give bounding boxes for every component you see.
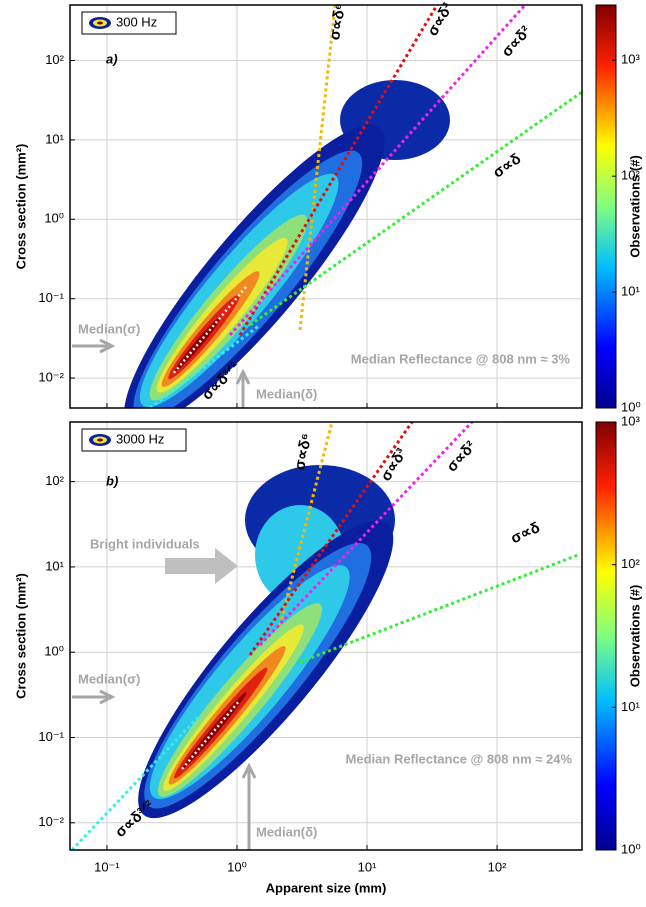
fit-label: σ∝δ² xyxy=(443,438,479,475)
fit-label: σ∝δ xyxy=(490,150,524,181)
panel-label: a) xyxy=(106,51,118,66)
fit-label: σ∝δ xyxy=(508,519,542,547)
y-tick-label: 10⁰ xyxy=(44,211,64,226)
colorbar-tick-label: 10² xyxy=(621,168,640,183)
panel-label: b) xyxy=(106,473,118,488)
y-tick-label: 10² xyxy=(45,473,64,488)
y-tick-label: 10⁰ xyxy=(44,644,64,659)
legend-label: 300 Hz xyxy=(116,14,157,29)
y-tick-label: 10⁻¹ xyxy=(38,290,64,305)
x-tick-label: 10⁻¹ xyxy=(94,859,120,874)
fit-label: σ∝δ⁶ xyxy=(326,2,349,41)
legend-label: 3000 Hz xyxy=(116,431,164,446)
colorbar-tick-label: 10³ xyxy=(621,52,640,67)
colorbar xyxy=(595,4,617,409)
plot-frame xyxy=(69,4,583,409)
fit-label: σ∝δ³ xyxy=(377,445,410,484)
annotation: Median(δ) xyxy=(256,824,317,839)
x-tick-label: 10⁰ xyxy=(227,859,247,874)
colorbar-tick-label: 10¹ xyxy=(621,699,640,714)
colorbar xyxy=(595,421,617,851)
annotation: Median Reflectance @ 808 nm ≈ 3% xyxy=(351,351,571,366)
x-axis-label: Apparent size (mm) xyxy=(266,880,387,895)
annotation: Median(σ) xyxy=(78,321,140,336)
annotation: Median Reflectance @ 808 nm ≈ 24% xyxy=(346,751,573,766)
y-axis-label: Cross section (mm²) xyxy=(13,573,28,699)
y-tick-label: 10⁻² xyxy=(38,814,64,829)
plot-frame xyxy=(69,421,583,851)
y-tick-label: 10² xyxy=(45,52,64,67)
colorbar-tick-label: 10⁰ xyxy=(621,399,641,414)
colorbar-tick-label: 10⁰ xyxy=(621,841,641,856)
colorbar-tick-label: 10² xyxy=(621,556,640,571)
annotation: Bright individuals xyxy=(90,536,200,551)
colorbar-label: Observations (#) xyxy=(627,155,642,258)
density-a xyxy=(124,5,582,408)
colorbar-label: Observations (#) xyxy=(627,585,642,688)
annotations-b: 3000 Hz b) Bright individuals Median(σ) … xyxy=(72,428,573,850)
annotation: Median(σ) xyxy=(78,671,140,686)
colorbar-tick-label: 10³ xyxy=(621,413,640,428)
y-axis-label: Cross section (mm²) xyxy=(13,144,28,270)
annotation: Median(δ) xyxy=(256,386,317,401)
x-tick-label: 10¹ xyxy=(358,859,377,874)
y-tick-label: 10¹ xyxy=(45,131,64,146)
y-tick-label: 10⁻¹ xyxy=(38,729,64,744)
y-tick-label: 10⁻² xyxy=(38,370,64,385)
x-tick-label: 10² xyxy=(488,859,507,874)
density-b xyxy=(70,422,579,850)
fit-label: σ∝δ³ᐟ² xyxy=(112,797,158,841)
colorbar-tick-label: 10¹ xyxy=(621,284,640,299)
y-tick-label: 10¹ xyxy=(45,558,64,573)
